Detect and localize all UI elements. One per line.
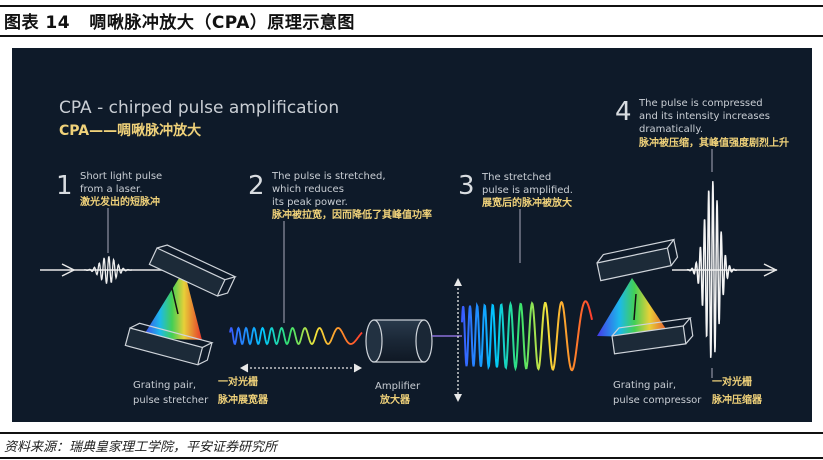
compressor-label-en: Grating pair,: [613, 380, 676, 391]
stretcher-label-cn: 一对光栅: [218, 375, 258, 388]
step-number: 1: [56, 171, 73, 201]
arrow-down-icon: [454, 394, 462, 402]
source-top-rule: [0, 432, 823, 434]
heading-cn: CPA——啁啾脉冲放大: [59, 122, 201, 139]
step-3: 3 The stretched pulse is amplified. 展宽后的…: [458, 171, 573, 263]
compressor-label-en: pulse compressor: [613, 395, 702, 406]
arrow-up-icon: [454, 278, 462, 286]
step-text: The pulse is stretched,: [271, 171, 386, 182]
cpa-diagram: CPA - chirped pulse amplification CPA——啁…: [12, 48, 812, 422]
step-number: 4: [615, 97, 632, 127]
step-text: which reduces: [272, 184, 344, 195]
amplifier-label-cn: 放大器: [379, 393, 411, 406]
figure-title: 图表 14 啁啾脉冲放大（CPA）原理示意图: [4, 13, 355, 33]
step-text-cn: 脉冲被拉宽，因而降低了其峰值功率: [271, 208, 432, 221]
amplified-pulse: [461, 300, 593, 372]
output-arrow-icon: [763, 263, 778, 277]
step-text: pulse is amplified.: [482, 185, 573, 196]
beam-arrow-icon: [171, 287, 179, 315]
arrow-right-icon: [353, 363, 363, 373]
spectrum-fan: [142, 270, 202, 340]
step-text: and its intensity increases: [639, 111, 770, 122]
title-rule: [0, 35, 823, 37]
step-text: dramatically.: [639, 124, 703, 135]
stretcher-label-en: Grating pair,: [133, 380, 196, 391]
stretched-pulse: [229, 326, 363, 346]
amplifier-label-en: Amplifier: [375, 381, 421, 392]
amplifier-cylinder: [365, 319, 433, 363]
step-4: 4 The pulse is compressed and its intens…: [615, 97, 789, 172]
compressor-grating-pair: [596, 238, 694, 355]
step-text: from a laser.: [80, 184, 142, 195]
stretcher-grating-pair: [124, 244, 237, 366]
step-text-cn: 激光发出的短脉冲: [80, 195, 160, 208]
input-arrow-icon: [61, 263, 76, 277]
stretcher-label-cn: 脉冲展宽器: [217, 393, 269, 406]
beam-arrow-icon: [633, 293, 637, 321]
step-text: The pulse is compressed: [638, 98, 763, 109]
heading-en: CPA - chirped pulse amplification: [59, 98, 339, 118]
compressor-label-cn: 一对光栅: [712, 375, 752, 388]
step-text-cn: 脉冲被压缩，其峰值强度剧烈上升: [638, 136, 789, 149]
step-1: 1 Short light pulse from a laser. 激光发出的短…: [56, 171, 162, 253]
step-2: 2 The pulse is stretched, which reduces …: [248, 171, 432, 323]
step-number: 3: [458, 171, 475, 201]
step-text: The stretched: [481, 172, 551, 183]
stretcher-label-en: pulse stretcher: [133, 395, 209, 406]
source-bottom-rule: [0, 457, 823, 459]
arrow-left-icon: [239, 363, 249, 373]
figure-source: 资料来源：瑞典皇家理工学院，平安证券研究所: [4, 440, 278, 455]
compressed-pulse: [686, 181, 738, 358]
step-text: Short light pulse: [80, 171, 162, 182]
short-pulse: [83, 256, 132, 284]
step-text: its peak power.: [272, 197, 348, 208]
step-number: 2: [248, 171, 265, 201]
step-text-cn: 展宽后的脉冲被放大: [482, 196, 572, 209]
compressor-label-cn: 脉冲压缩器: [711, 393, 763, 406]
top-rule: [0, 5, 823, 7]
